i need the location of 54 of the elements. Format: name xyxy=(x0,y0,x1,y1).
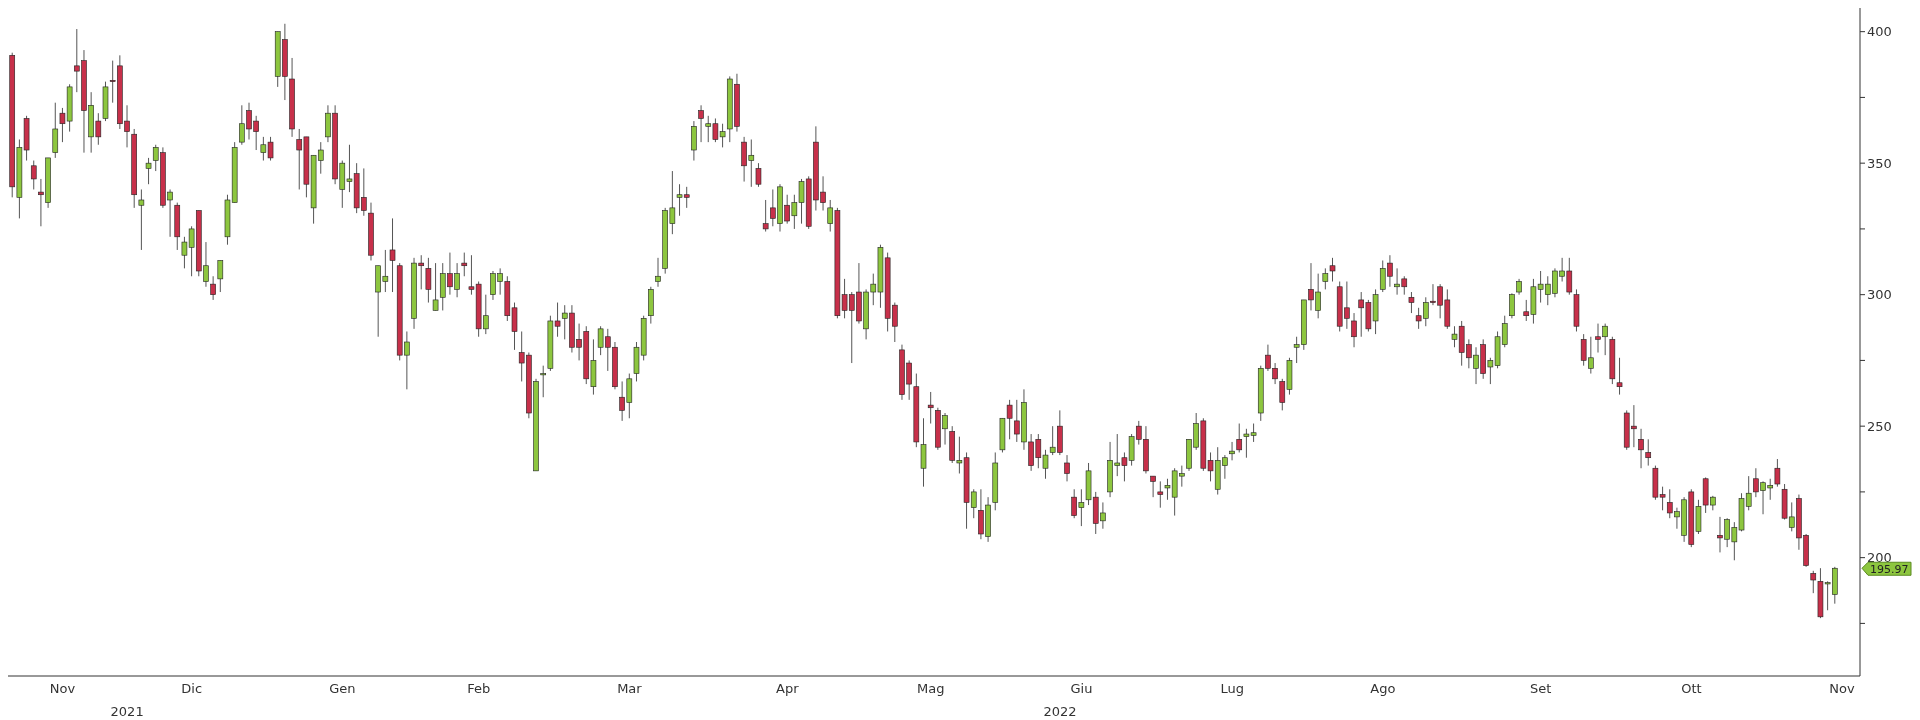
y-tick-label: 400 xyxy=(1867,24,1892,40)
candlestick xyxy=(210,275,216,301)
candlestick xyxy=(52,102,59,159)
x-tick-label: Mag xyxy=(917,681,945,697)
x-tick-label: Dic xyxy=(181,681,203,697)
text: 2022 xyxy=(1043,704,1077,719)
candlestick xyxy=(1638,428,1644,469)
candlestick xyxy=(461,252,468,277)
x-tick-label: Apr xyxy=(776,681,800,697)
candlestick xyxy=(1229,441,1235,461)
x-tick-label: Ott xyxy=(1681,681,1702,697)
candlestick xyxy=(389,217,396,293)
x-tick-label: Nov xyxy=(1829,681,1856,697)
y-tick-label: 350 xyxy=(1867,155,1892,171)
candlestick xyxy=(655,257,661,288)
candlestick xyxy=(1236,423,1243,453)
candlestick xyxy=(927,391,934,425)
text: 195.97 xyxy=(1870,563,1909,577)
candlestick xyxy=(425,257,432,304)
candlestick xyxy=(691,120,697,162)
y-tick-label: 200 xyxy=(1867,550,1892,566)
x-tick-label: Giu xyxy=(1070,681,1093,697)
candlestick xyxy=(1616,357,1623,396)
candlestick xyxy=(540,365,547,398)
candlestick xyxy=(145,157,152,185)
candlestick xyxy=(1157,480,1164,509)
candlestick xyxy=(920,417,927,488)
y-tick-label: 250 xyxy=(1867,418,1892,434)
x-tick-label: Mar xyxy=(617,681,643,697)
candlestick xyxy=(698,104,704,143)
candlestick xyxy=(217,259,224,293)
candlestick xyxy=(1064,454,1070,482)
candlestick xyxy=(1408,291,1415,314)
y-tick-label: 300 xyxy=(1867,287,1892,303)
x-tick-label: Feb xyxy=(467,681,491,697)
candlestick xyxy=(1645,438,1652,467)
x-tick-label: Ago xyxy=(1370,681,1396,697)
candlestick xyxy=(138,188,145,251)
x-tick-label: Set xyxy=(1530,681,1552,697)
candlestick xyxy=(755,162,762,188)
candlestick xyxy=(1351,312,1357,348)
candlestick xyxy=(1810,570,1817,594)
candlestick xyxy=(1150,475,1156,498)
text: 2021 xyxy=(110,704,144,719)
candlestick xyxy=(1774,458,1781,488)
candlestick xyxy=(432,262,439,311)
candlestick xyxy=(1509,292,1515,319)
x-tick-label: Nov xyxy=(49,681,76,697)
x-tick-label: Lug xyxy=(1220,681,1244,697)
candlestick xyxy=(30,160,37,190)
candlestick xyxy=(1329,257,1336,283)
x-tick-label: Gen xyxy=(329,681,356,697)
candlestick xyxy=(1322,267,1329,290)
candlestick xyxy=(762,199,769,233)
